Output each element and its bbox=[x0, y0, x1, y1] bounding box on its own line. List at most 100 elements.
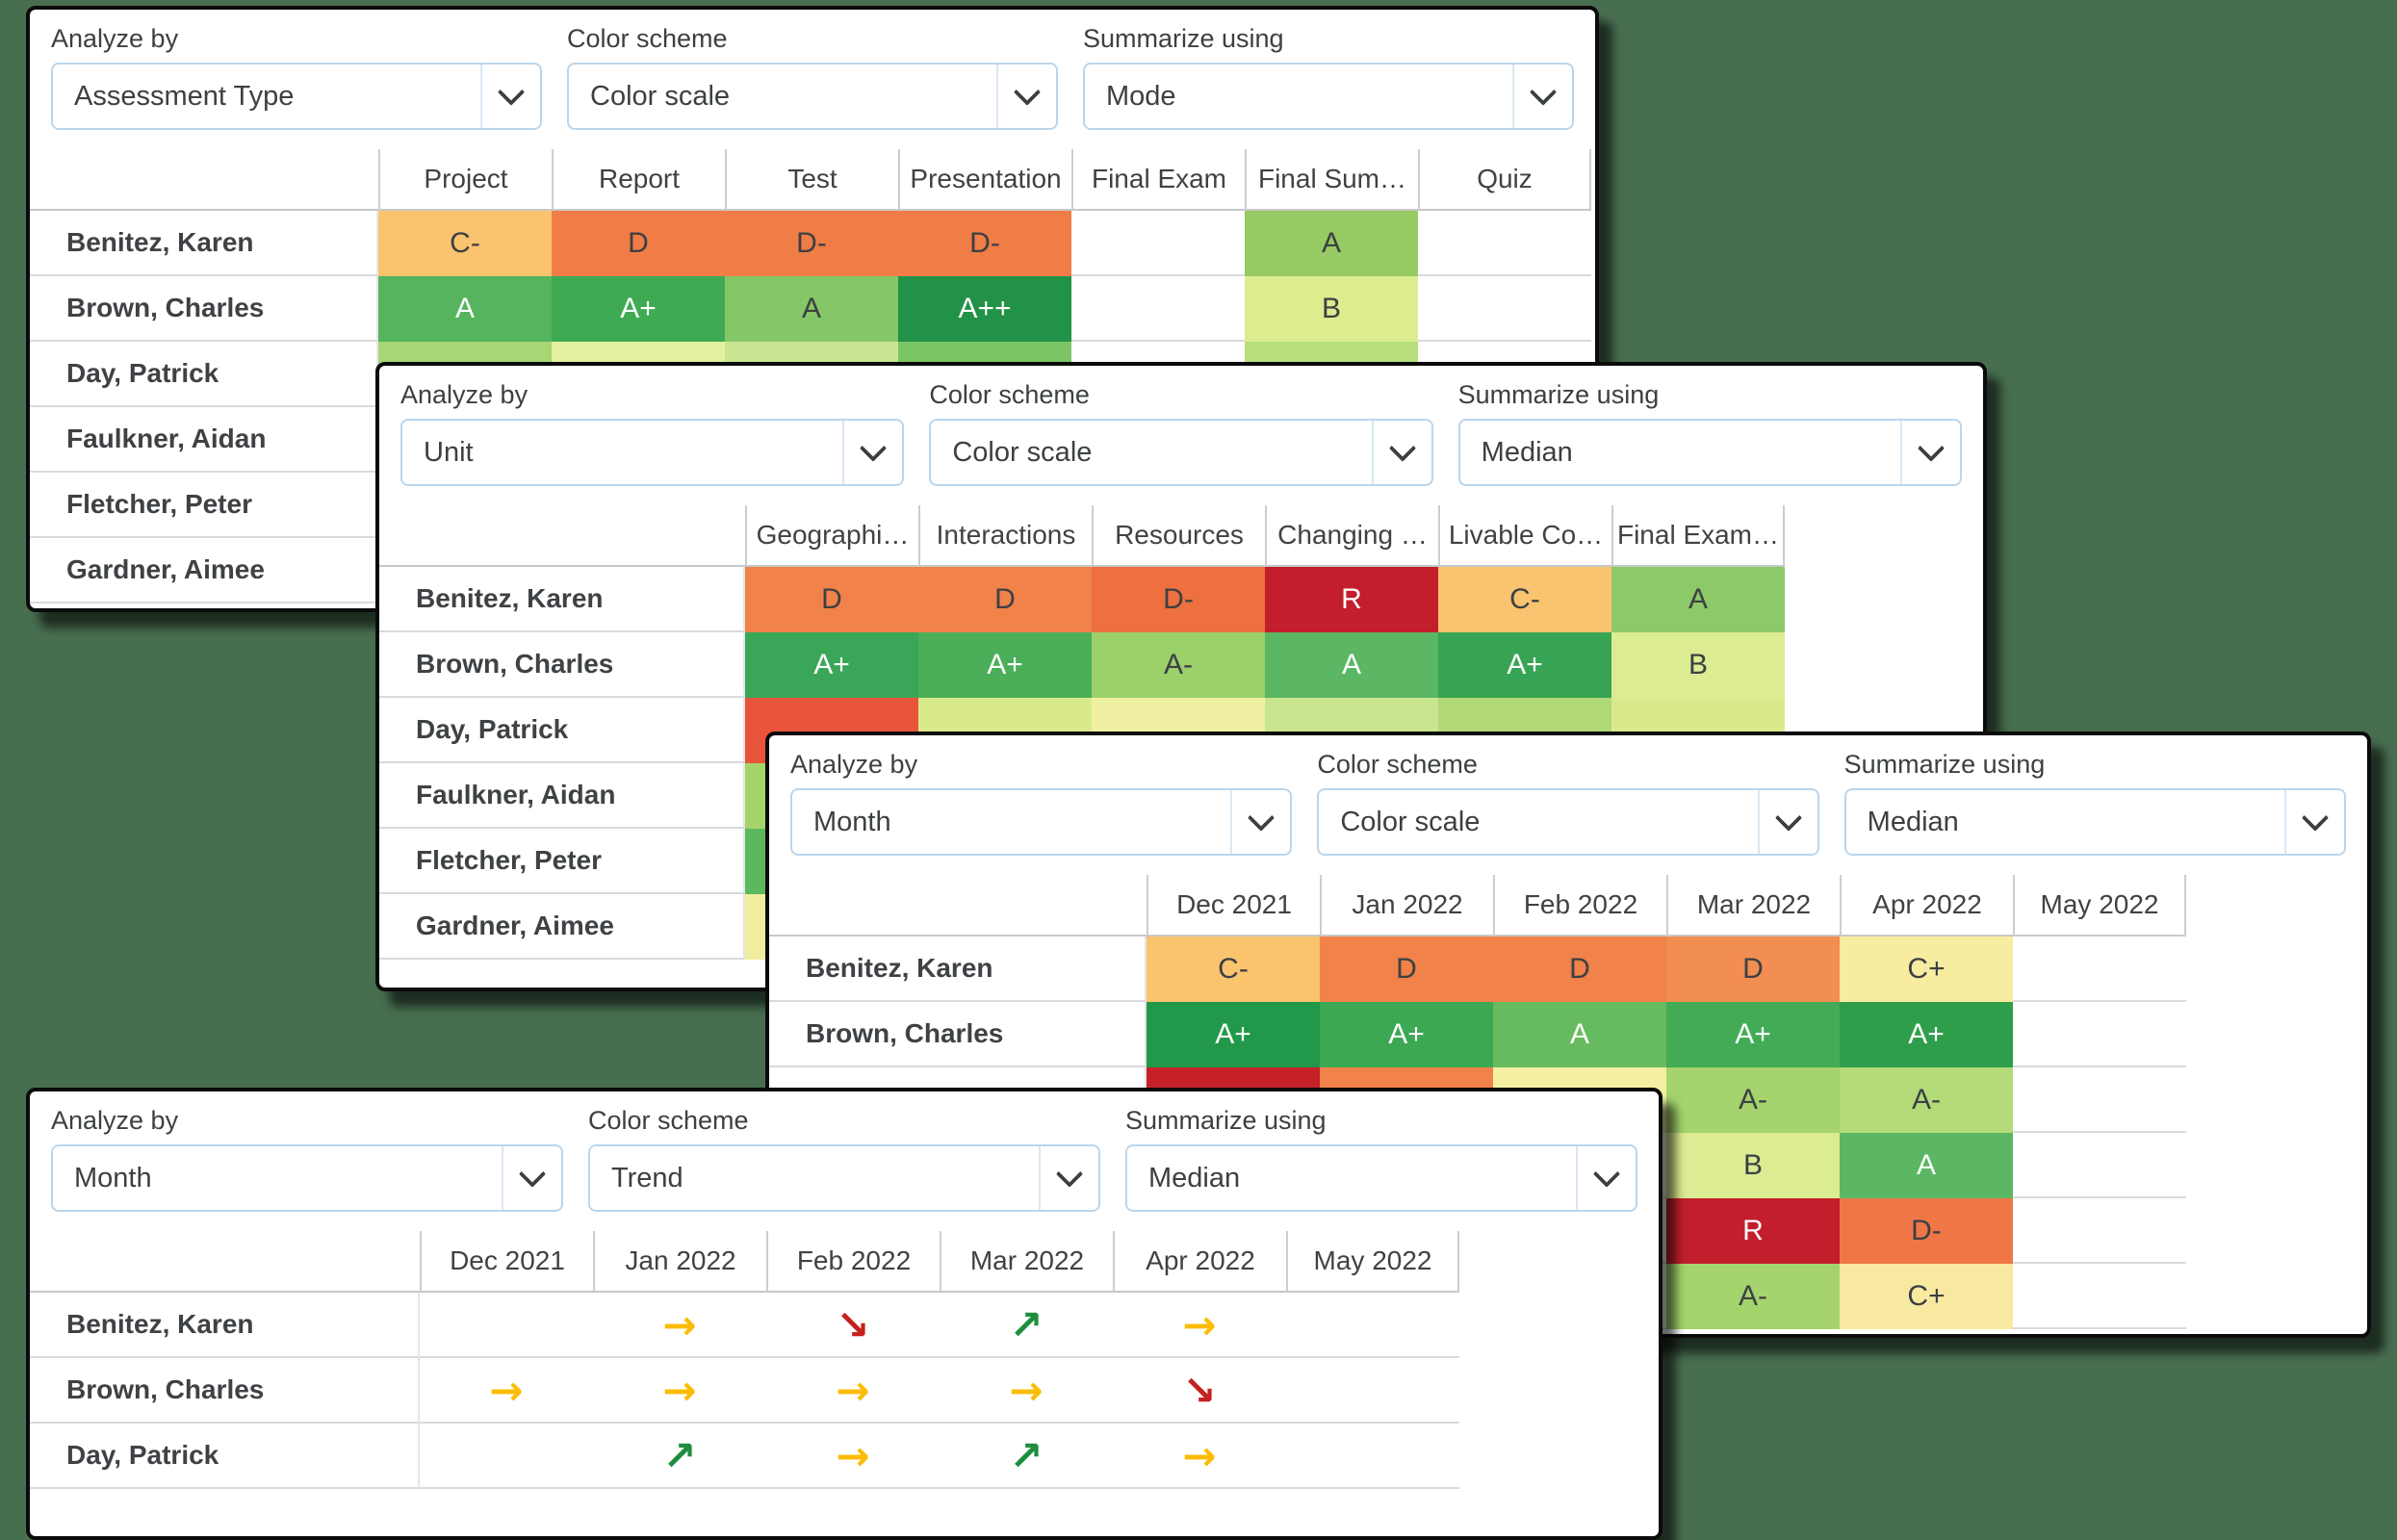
student-name: Gardner, Aimee bbox=[30, 538, 378, 603]
column-header: Apr 2022 bbox=[1840, 875, 2013, 937]
summarize-using-select[interactable]: Median bbox=[1457, 419, 1962, 486]
color-scheme-label: Color scheme bbox=[588, 1106, 749, 1135]
chevron-down-icon bbox=[1576, 1146, 1636, 1210]
grade-cell: A+ bbox=[918, 632, 1092, 698]
grade-cell: C- bbox=[378, 211, 552, 276]
column-header: May 2022 bbox=[2013, 875, 2186, 937]
trend-arrow-cell: → bbox=[593, 1293, 766, 1358]
analyze-by-label: Analyze by bbox=[51, 1106, 179, 1135]
empty-cell bbox=[2013, 1264, 2186, 1329]
trend-table: Dec 2021 Jan 2022 Feb 2022 Mar 2022 Apr 2022… bbox=[30, 1231, 1659, 1489]
summarize-using-select[interactable]: Mode bbox=[1083, 63, 1574, 130]
color-scheme-select[interactable]: Color scale bbox=[1317, 788, 1819, 856]
empty-cell bbox=[2013, 937, 2186, 1002]
table-header-row: Dec 2021 Jan 2022 Feb 2022 Mar 2022 Apr 2022… bbox=[769, 875, 2367, 937]
chevron-down-icon bbox=[996, 64, 1056, 128]
column-header: Jan 2022 bbox=[593, 1231, 766, 1293]
student-name: Benitez, Karen bbox=[30, 1293, 420, 1358]
empty-cell bbox=[1286, 1424, 1459, 1489]
analyze-by-value: Month bbox=[74, 1162, 152, 1194]
analyze-by-label: Analyze by bbox=[400, 380, 528, 409]
grade-cell: A- bbox=[1092, 632, 1265, 698]
grade-cell: A bbox=[378, 276, 552, 342]
student-name: Faulkner, Aidan bbox=[379, 763, 745, 829]
color-scheme-control: Color scheme Color scale bbox=[1317, 749, 1819, 856]
trend-arrow-cell: ↘ bbox=[766, 1293, 940, 1358]
chevron-down-icon bbox=[2283, 790, 2344, 854]
name-column-spacer bbox=[30, 149, 378, 211]
table-row: Brown, Charles → → → → ↘ bbox=[30, 1358, 1659, 1424]
table-row: Brown, Charles A+ A+ A A+ A+ bbox=[769, 1002, 2367, 1067]
summarize-using-value: Median bbox=[1867, 806, 1959, 837]
name-column-spacer bbox=[379, 505, 745, 567]
trend-arrow-cell: → bbox=[1113, 1293, 1286, 1358]
summarize-using-control: Summarize using Mode bbox=[1083, 23, 1574, 130]
name-column-spacer bbox=[769, 875, 1147, 937]
chevron-down-icon bbox=[1371, 421, 1431, 484]
student-name: Day, Patrick bbox=[30, 342, 378, 407]
table-header-row: Project Report Test Presentation Final Exam F… bbox=[30, 149, 1595, 211]
summarize-using-select[interactable]: Median bbox=[1125, 1144, 1637, 1212]
column-header: Apr 2022 bbox=[1113, 1231, 1286, 1293]
color-scheme-select[interactable]: Color scale bbox=[929, 419, 1433, 486]
empty-cell bbox=[1286, 1293, 1459, 1358]
analyze-by-select[interactable]: Month bbox=[51, 1144, 563, 1212]
analyze-by-value: Unit bbox=[424, 436, 474, 468]
student-name: Fletcher, Peter bbox=[30, 473, 378, 538]
summarize-using-select[interactable]: Median bbox=[1843, 788, 2346, 856]
grade-cell: D bbox=[745, 567, 918, 632]
column-header: Feb 2022 bbox=[1493, 875, 1666, 937]
summarize-using-control: Summarize using Median bbox=[1125, 1105, 1637, 1212]
analyze-by-control: Analyze by Assessment Type bbox=[51, 23, 542, 130]
summarize-using-label: Summarize using bbox=[1457, 380, 1660, 409]
chevron-down-icon bbox=[1230, 790, 1290, 854]
trend-arrow-cell: → bbox=[593, 1358, 766, 1424]
empty-cell bbox=[1071, 211, 1245, 276]
chevron-down-icon bbox=[842, 421, 902, 484]
color-scheme-control: Color scheme Trend bbox=[588, 1105, 1100, 1212]
analyze-by-control: Analyze by Month bbox=[51, 1105, 563, 1212]
chevron-down-icon bbox=[502, 1146, 561, 1210]
grade-cell: A+ bbox=[1320, 1002, 1493, 1067]
analyze-by-select[interactable]: Month bbox=[790, 788, 1293, 856]
color-scheme-value: Color scale bbox=[952, 436, 1093, 468]
column-header: Report bbox=[552, 149, 725, 211]
grade-cell: B bbox=[1666, 1133, 1840, 1198]
summarize-using-value: Median bbox=[1148, 1162, 1241, 1194]
summarize-using-label: Summarize using bbox=[1125, 1106, 1327, 1135]
filter-bar: Analyze by Assessment Type Color scheme … bbox=[30, 10, 1595, 130]
color-scheme-select[interactable]: Trend bbox=[588, 1144, 1100, 1212]
summarize-using-control: Summarize using Median bbox=[1457, 379, 1962, 486]
trend-arrow-cell: → bbox=[1113, 1424, 1286, 1489]
empty-cell bbox=[2013, 1133, 2186, 1198]
color-scheme-select[interactable]: Color scale bbox=[567, 63, 1058, 130]
student-name: Brown, Charles bbox=[30, 276, 378, 342]
summarize-using-label: Summarize using bbox=[1083, 24, 1284, 53]
empty-cell bbox=[1286, 1358, 1459, 1424]
column-header: Mar 2022 bbox=[1666, 875, 1840, 937]
student-name: Benitez, Karen bbox=[30, 211, 378, 276]
chevron-down-icon bbox=[1512, 64, 1572, 128]
trend-arrow-cell: ↗ bbox=[593, 1424, 766, 1489]
grade-cell: A- bbox=[1666, 1264, 1840, 1329]
analyze-by-select[interactable]: Assessment Type bbox=[51, 63, 542, 130]
student-name: Brown, Charles bbox=[30, 1358, 420, 1424]
grade-cell: B bbox=[1611, 632, 1785, 698]
grade-cell: A+ bbox=[745, 632, 918, 698]
grade-cell: A bbox=[725, 276, 898, 342]
color-scheme-control: Color scheme Color scale bbox=[929, 379, 1433, 486]
column-header: Test bbox=[725, 149, 898, 211]
trend-arrow-cell: ↗ bbox=[940, 1424, 1113, 1489]
analyze-by-label: Analyze by bbox=[51, 24, 179, 53]
analyze-by-label: Analyze by bbox=[790, 750, 918, 779]
analyze-by-select[interactable]: Unit bbox=[400, 419, 905, 486]
student-name: Benitez, Karen bbox=[769, 937, 1147, 1002]
chevron-down-icon bbox=[1899, 421, 1960, 484]
grade-cell: A- bbox=[1666, 1067, 1840, 1133]
column-header: Changing … bbox=[1265, 505, 1438, 567]
empty-cell bbox=[2013, 1002, 2186, 1067]
grade-cell: B bbox=[1245, 276, 1418, 342]
grade-cell: A- bbox=[1840, 1067, 2013, 1133]
filter-bar: Analyze by Unit Color scheme Color scale… bbox=[379, 366, 1983, 486]
